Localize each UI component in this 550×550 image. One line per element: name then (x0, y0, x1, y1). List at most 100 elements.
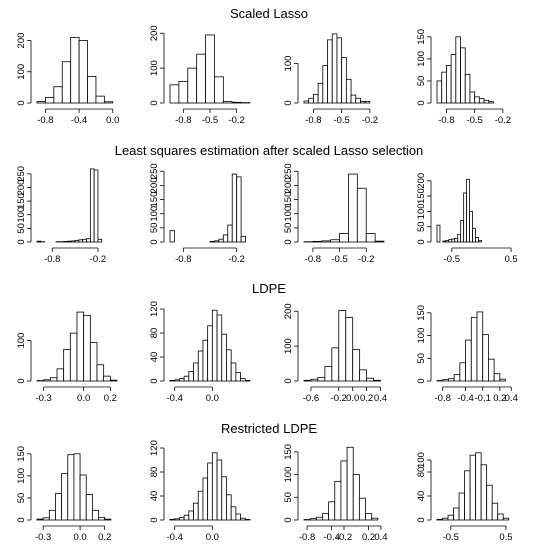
histogram-bar (207, 325, 213, 382)
x-tick-label: -0.5 (444, 254, 460, 265)
histogram-bar (478, 240, 482, 243)
histogram-bar (493, 373, 501, 382)
y-tick-label: 200 (283, 303, 294, 319)
histogram-bar (169, 519, 176, 521)
x-tick-label: -0.5 (331, 254, 347, 265)
y-tick-label: 0 (16, 100, 27, 105)
y-tick-label: 200 (16, 180, 27, 196)
x-tick-label: -0.8 (175, 254, 191, 265)
histogram-bar (86, 238, 91, 243)
x-tick-label: -0.4 (457, 393, 473, 404)
histogram-bar (355, 97, 361, 104)
y-tick-label: 150 (283, 444, 294, 460)
y-tick-label: 0 (149, 239, 160, 244)
histogram-bar (334, 480, 342, 521)
histogram-bar (313, 93, 319, 104)
histogram-bar (448, 239, 453, 243)
x-tick-label: -0.2 (362, 115, 378, 126)
histogram-bar (356, 187, 367, 243)
histogram-bar (303, 379, 312, 382)
x-tick-label: 0.0 (106, 115, 119, 126)
x-tick-label: -0.4 (167, 393, 183, 404)
x-tick-label: -0.3 (35, 393, 51, 404)
histogram-bar (436, 519, 443, 521)
histogram-bar (48, 509, 56, 521)
y-tick-label: 100 (416, 328, 427, 344)
histogram-bar (460, 220, 465, 243)
histogram-bar (104, 518, 112, 521)
histogram-bar (317, 377, 326, 382)
histogram-bar (95, 95, 105, 104)
histogram-bar (478, 98, 485, 104)
x-tick-label: -0.5 (333, 115, 349, 126)
histogram-panel-r2-c1: -0.4 0.0 0 40 80 120 (149, 301, 251, 404)
x-tick-label: -0.4 (167, 532, 183, 543)
y-tick-label: 50 (416, 353, 427, 364)
histogram-bar (488, 101, 494, 104)
histogram-bar (193, 502, 199, 521)
histogram-bar (45, 96, 55, 104)
y-tick-label: 40 (149, 352, 160, 363)
histogram-bar (497, 513, 504, 521)
histogram-bar (214, 76, 224, 104)
histogram-bar (464, 73, 471, 104)
histogram-bar (73, 453, 81, 521)
histogram-bar (226, 349, 232, 382)
y-tick-label: 200 (283, 177, 294, 193)
y-tick-label: 0 (283, 239, 294, 244)
histogram-bar (345, 78, 352, 104)
y-tick-label: 40 (416, 491, 427, 502)
y-tick-label: 100 (16, 468, 27, 484)
histogram-panel-r2-c0: -0.3 0.0 0.2 0 100 (16, 311, 118, 404)
histogram-bar (78, 40, 88, 104)
x-tick-label: -0.2 (358, 254, 374, 265)
histogram-bar (364, 101, 371, 104)
histogram-bar (61, 61, 72, 104)
x-tick-label: -0.2 (495, 115, 511, 126)
x-tick-label: -0.8 (37, 115, 53, 126)
y-tick-label: 200 (149, 25, 160, 41)
histogram-bar (42, 517, 50, 521)
y-tick-label: 120 (149, 440, 160, 456)
histogram-bar (442, 240, 447, 243)
y-tick-label: 50 (283, 492, 294, 503)
x-tick-label: -0.2 (90, 254, 106, 265)
x-tick-label: -0.8 (305, 254, 321, 265)
histogram-bar (211, 309, 218, 382)
histogram-bar (169, 230, 175, 243)
y-tick-label: 50 (16, 493, 27, 504)
histogram-bar (174, 518, 180, 521)
histogram-bar (341, 57, 347, 104)
y-tick-label: 250 (16, 166, 27, 182)
histogram-bar (244, 379, 251, 382)
x-tick-label: 0.0 (206, 393, 219, 404)
histogram-bar (240, 378, 246, 382)
histogram-bar (322, 513, 330, 521)
x-tick-label: -0.6 (303, 393, 319, 404)
histogram-bar (465, 339, 472, 382)
y-tick-label: 0 (149, 378, 160, 383)
histogram-panel-r2-c3: -0.8 -0.4 -0.1 0.20.4 0 50 100 150 (416, 305, 518, 404)
y-tick-label: 200 (416, 173, 427, 189)
y-tick-label: 0 (283, 517, 294, 522)
histogram-bar (322, 65, 328, 104)
y-tick-label: 100 (283, 338, 294, 354)
histogram-bar (49, 377, 58, 382)
row-title-restricted-ldpe: Restricted LDPE (221, 421, 317, 436)
histogram-bar (373, 379, 381, 382)
histogram-bar (476, 311, 484, 382)
histogram-bar (451, 238, 456, 243)
histogram-bar (331, 33, 338, 104)
y-tick-label: 150 (416, 188, 427, 204)
x-tick-label: 0.4 (505, 393, 518, 404)
x-tick-label: -0.4 (324, 532, 340, 543)
histogram-bar (308, 97, 314, 104)
histogram-panel-r0-c2: -0.8 -0.5 -0.2 0 100 (283, 33, 378, 126)
y-tick-label: 150 (283, 192, 294, 208)
y-tick-label: 100 (283, 206, 294, 222)
histogram-bar (209, 241, 215, 243)
histogram-bar (93, 169, 99, 243)
